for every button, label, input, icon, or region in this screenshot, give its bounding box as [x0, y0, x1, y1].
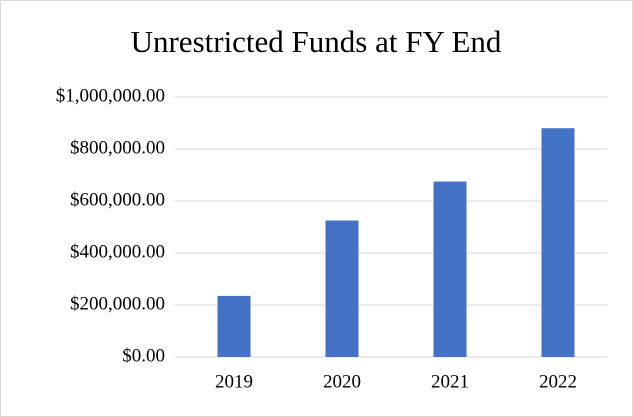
bar [217, 295, 251, 357]
y-tick-label: $400,000.00 [70, 241, 165, 262]
x-tick-label: 2020 [323, 371, 361, 392]
y-tick-label: $600,000.00 [70, 189, 165, 210]
bar [433, 181, 467, 357]
chart-title: Unrestricted Funds at FY End [131, 24, 502, 59]
y-tick-label: $1,000,000.00 [56, 85, 165, 106]
bar [541, 128, 575, 357]
x-tick-label: 2021 [431, 371, 469, 392]
y-tick-label: $800,000.00 [70, 137, 165, 158]
x-tick-label: 2022 [539, 371, 577, 392]
x-tick-label: 2019 [215, 371, 253, 392]
bar [325, 220, 359, 357]
y-tick-label: $0.00 [122, 345, 165, 366]
y-tick-label: $200,000.00 [70, 293, 165, 314]
